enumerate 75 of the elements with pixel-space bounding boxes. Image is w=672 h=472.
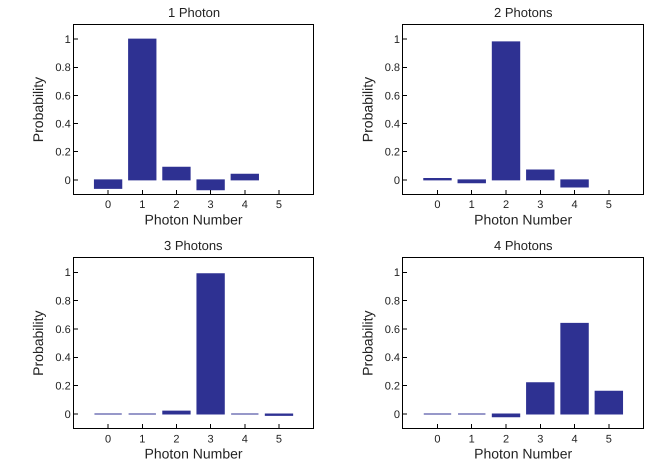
- x-tick-label: 4: [571, 433, 578, 446]
- x-tick-label: 2: [502, 199, 510, 212]
- bar: [492, 413, 520, 418]
- y-tick-label: 0: [394, 408, 400, 421]
- x-tick-label: 5: [606, 199, 612, 212]
- y-tick-label: 0.2: [55, 146, 71, 159]
- y-tick-label: 0.2: [384, 380, 400, 392]
- x-tick-label: 4: [242, 433, 248, 446]
- x-tick-label: 1: [139, 199, 146, 212]
- y-axis-title: Probability: [30, 76, 46, 142]
- x-tick-label: 2: [173, 199, 180, 212]
- y-tick-label: 0.8: [55, 62, 71, 74]
- x-tick-label: 5: [276, 433, 282, 446]
- bar: [196, 273, 225, 414]
- bar: [162, 166, 191, 180]
- y-tick-label: 0.4: [55, 352, 71, 364]
- bar: [162, 410, 191, 414]
- y-tick-label: 0.8: [384, 62, 400, 74]
- y-tick-label: 0.6: [55, 90, 71, 102]
- x-tick-label: 5: [276, 199, 282, 212]
- x-tick-label: 0: [105, 433, 112, 446]
- bar: [196, 179, 225, 190]
- y-tick-label: 0: [64, 408, 71, 421]
- x-axis-title: Photon Number: [474, 211, 573, 228]
- x-tick-label: 3: [537, 433, 544, 446]
- bar: [526, 170, 554, 180]
- x-tick-label: 1: [468, 433, 475, 446]
- x-axis-title: Photon Number: [474, 446, 573, 462]
- y-tick-label: 0.4: [384, 118, 400, 130]
- bar: [492, 41, 520, 180]
- y-tick-label: 1: [394, 267, 400, 280]
- y-tick-label: 0.4: [55, 118, 71, 130]
- chart-title: 4 Photons: [494, 238, 554, 253]
- x-tick-label: 4: [242, 199, 248, 212]
- x-axis-title: Photon Number: [144, 211, 243, 228]
- y-tick-label: 1: [394, 34, 400, 46]
- y-tick-label: 1: [64, 34, 71, 46]
- y-tick-label: 0: [394, 174, 400, 187]
- x-tick-label: 2: [502, 433, 510, 446]
- y-tick-label: 0.4: [384, 352, 400, 364]
- x-tick-label: 0: [434, 199, 441, 212]
- y-tick-label: 1: [64, 267, 71, 280]
- y-tick-label: 0.8: [384, 296, 400, 308]
- bar: [128, 38, 156, 180]
- x-tick-label: 0: [434, 433, 441, 446]
- y-tick-label: 0.6: [55, 324, 71, 336]
- y-tick-label: 0.2: [384, 146, 400, 159]
- bar: [526, 382, 554, 414]
- y-tick-label: 0.8: [55, 296, 71, 308]
- chart-title: 1 Photon: [168, 5, 220, 20]
- x-tick-label: 5: [606, 433, 612, 446]
- x-tick-label: 4: [571, 199, 578, 212]
- bar: [594, 390, 624, 414]
- bar: [230, 174, 259, 180]
- y-tick-label: 0.6: [384, 90, 400, 102]
- x-tick-label: 3: [537, 199, 544, 212]
- bar: [94, 179, 122, 189]
- x-tick-label: 0: [105, 199, 112, 212]
- chart-title: 3 Photons: [164, 238, 224, 253]
- x-tick-label: 3: [208, 199, 214, 212]
- bar: [458, 179, 486, 184]
- x-tick-label: 1: [468, 199, 475, 212]
- bar: [560, 322, 589, 414]
- bar: [560, 179, 589, 188]
- x-tick-label: 2: [173, 433, 180, 446]
- y-axis-title: Probability: [359, 310, 376, 376]
- x-tick-label: 3: [208, 433, 214, 446]
- y-tick-label: 0.6: [384, 324, 400, 336]
- y-tick-label: 0.2: [55, 380, 71, 392]
- y-axis-title: Probability: [30, 310, 46, 376]
- x-tick-label: 1: [139, 433, 146, 446]
- chart-title: 2 Photons: [494, 5, 554, 20]
- x-axis-title: Photon Number: [144, 446, 243, 462]
- y-tick-label: 0: [64, 174, 71, 187]
- y-axis-title: Probability: [359, 76, 376, 142]
